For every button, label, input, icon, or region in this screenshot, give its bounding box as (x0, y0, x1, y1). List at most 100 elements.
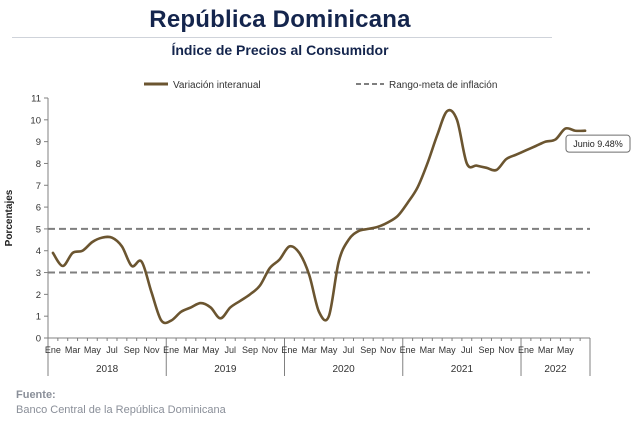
series-line-group (51, 108, 587, 325)
data-point (544, 140, 547, 143)
x-tick-label: Sep (124, 345, 140, 355)
data-point (219, 317, 222, 320)
x-tick-label: Mar (538, 345, 554, 355)
callout-box (565, 134, 631, 153)
data-point (377, 225, 380, 228)
data-point (495, 169, 498, 172)
data-point (91, 241, 94, 244)
data-point (278, 258, 281, 261)
data-point (466, 162, 469, 165)
data-point (140, 260, 143, 263)
year-label: 2019 (214, 364, 237, 375)
data-point (328, 315, 331, 318)
y-tick-label: 4 (36, 246, 41, 257)
x-tick-label: Jul (461, 345, 473, 355)
chart-subtitle: Índice de Precios al Consumidor (171, 42, 389, 58)
x-tick-label: May (202, 345, 220, 355)
y-tick-label: 5 (36, 224, 41, 235)
data-point (81, 249, 84, 252)
x-tick-label: Ene (281, 345, 297, 355)
y-tick-label: 2 (36, 290, 41, 301)
y-axis: 0 1 2 3 4 5 6 7 8 9 10 11 (30, 94, 49, 345)
data-point (525, 149, 528, 152)
data-point (574, 129, 577, 132)
source-text: Banco Central de la República Dominicana (16, 404, 226, 416)
x-tick-label: Jul (225, 345, 237, 355)
y-axis-label: Porcentajes (4, 189, 15, 246)
y-tick-label: 6 (36, 203, 41, 214)
data-point (446, 110, 449, 113)
y-tick-label: 1 (36, 312, 41, 323)
data-point (259, 284, 262, 287)
line-chart: Variación interanual Rango-meta de infla… (4, 80, 631, 376)
y-tick-label: 8 (36, 159, 41, 170)
title-divider (12, 37, 552, 38)
data-point (475, 164, 478, 167)
source-label: Fuente: (16, 389, 56, 401)
data-point (436, 134, 439, 137)
data-point (318, 311, 321, 314)
legend-label-rango-meta: Rango-meta de inflación (389, 80, 497, 91)
x-tick-label: Ene (163, 345, 179, 355)
x-tick-label: May (439, 345, 457, 355)
data-point (416, 186, 419, 189)
data-point (485, 167, 488, 170)
data-point (564, 127, 567, 130)
data-point (406, 201, 409, 204)
data-point (229, 306, 232, 309)
data-point (71, 252, 74, 255)
y-tick-label: 7 (36, 181, 41, 192)
y-tick-label: 9 (36, 137, 41, 148)
data-point (387, 221, 390, 224)
data-callout: Junio 9.48% (565, 134, 631, 153)
x-tick-label: Nov (498, 345, 515, 355)
y-tick-label: 11 (31, 94, 41, 105)
x-tick-label: Ene (518, 345, 534, 355)
callout-label: Junio 9.48% (573, 139, 623, 149)
x-tick-label: Nov (380, 345, 397, 355)
x-tick-label: Sep (360, 345, 376, 355)
x-tick-label: Ene (400, 345, 416, 355)
x-tick-label: May (320, 345, 338, 355)
data-point (170, 319, 173, 322)
x-tick-label: Mar (301, 345, 317, 355)
x-tick-label: Mar (420, 345, 436, 355)
data-point (199, 302, 202, 305)
data-point (308, 273, 311, 276)
data-point (249, 293, 252, 296)
data-point (367, 228, 370, 231)
x-axis: Ene Mar May Jul Sep Nov Ene Mar May Jul Sep Nov Ene M… (45, 337, 591, 376)
data-point (535, 145, 538, 148)
data-point (121, 245, 124, 248)
data-point (160, 319, 163, 322)
x-tick-label: Ene (45, 345, 61, 355)
year-label: 2021 (451, 364, 474, 375)
x-tick-label: May (84, 345, 102, 355)
x-tick-label: Sep (242, 345, 258, 355)
x-tick-label: Nov (262, 345, 279, 355)
data-point (584, 129, 587, 132)
target-range-lines (48, 227, 590, 274)
y-tick-label: 3 (36, 268, 41, 279)
data-point (111, 236, 114, 239)
x-tick-label: Mar (183, 345, 199, 355)
data-point (298, 252, 301, 255)
data-point (505, 158, 508, 161)
x-tick-label: Jul (343, 345, 355, 355)
legend-label-variacion: Variación interanual (173, 80, 261, 91)
series-line-variacion (51, 108, 587, 325)
x-tick-label: Jul (106, 345, 118, 355)
data-point (515, 153, 518, 156)
data-point (101, 236, 104, 239)
data-point (239, 300, 242, 303)
year-label: 2022 (544, 364, 567, 375)
data-point (209, 306, 212, 309)
data-point (554, 138, 557, 141)
x-tick-label: Nov (143, 345, 160, 355)
y-tick-label: 10 (30, 115, 41, 126)
data-point (52, 252, 55, 255)
x-tick-label: Mar (65, 345, 81, 355)
year-label: 2018 (96, 364, 119, 375)
data-point (288, 245, 291, 248)
data-point (347, 239, 350, 242)
